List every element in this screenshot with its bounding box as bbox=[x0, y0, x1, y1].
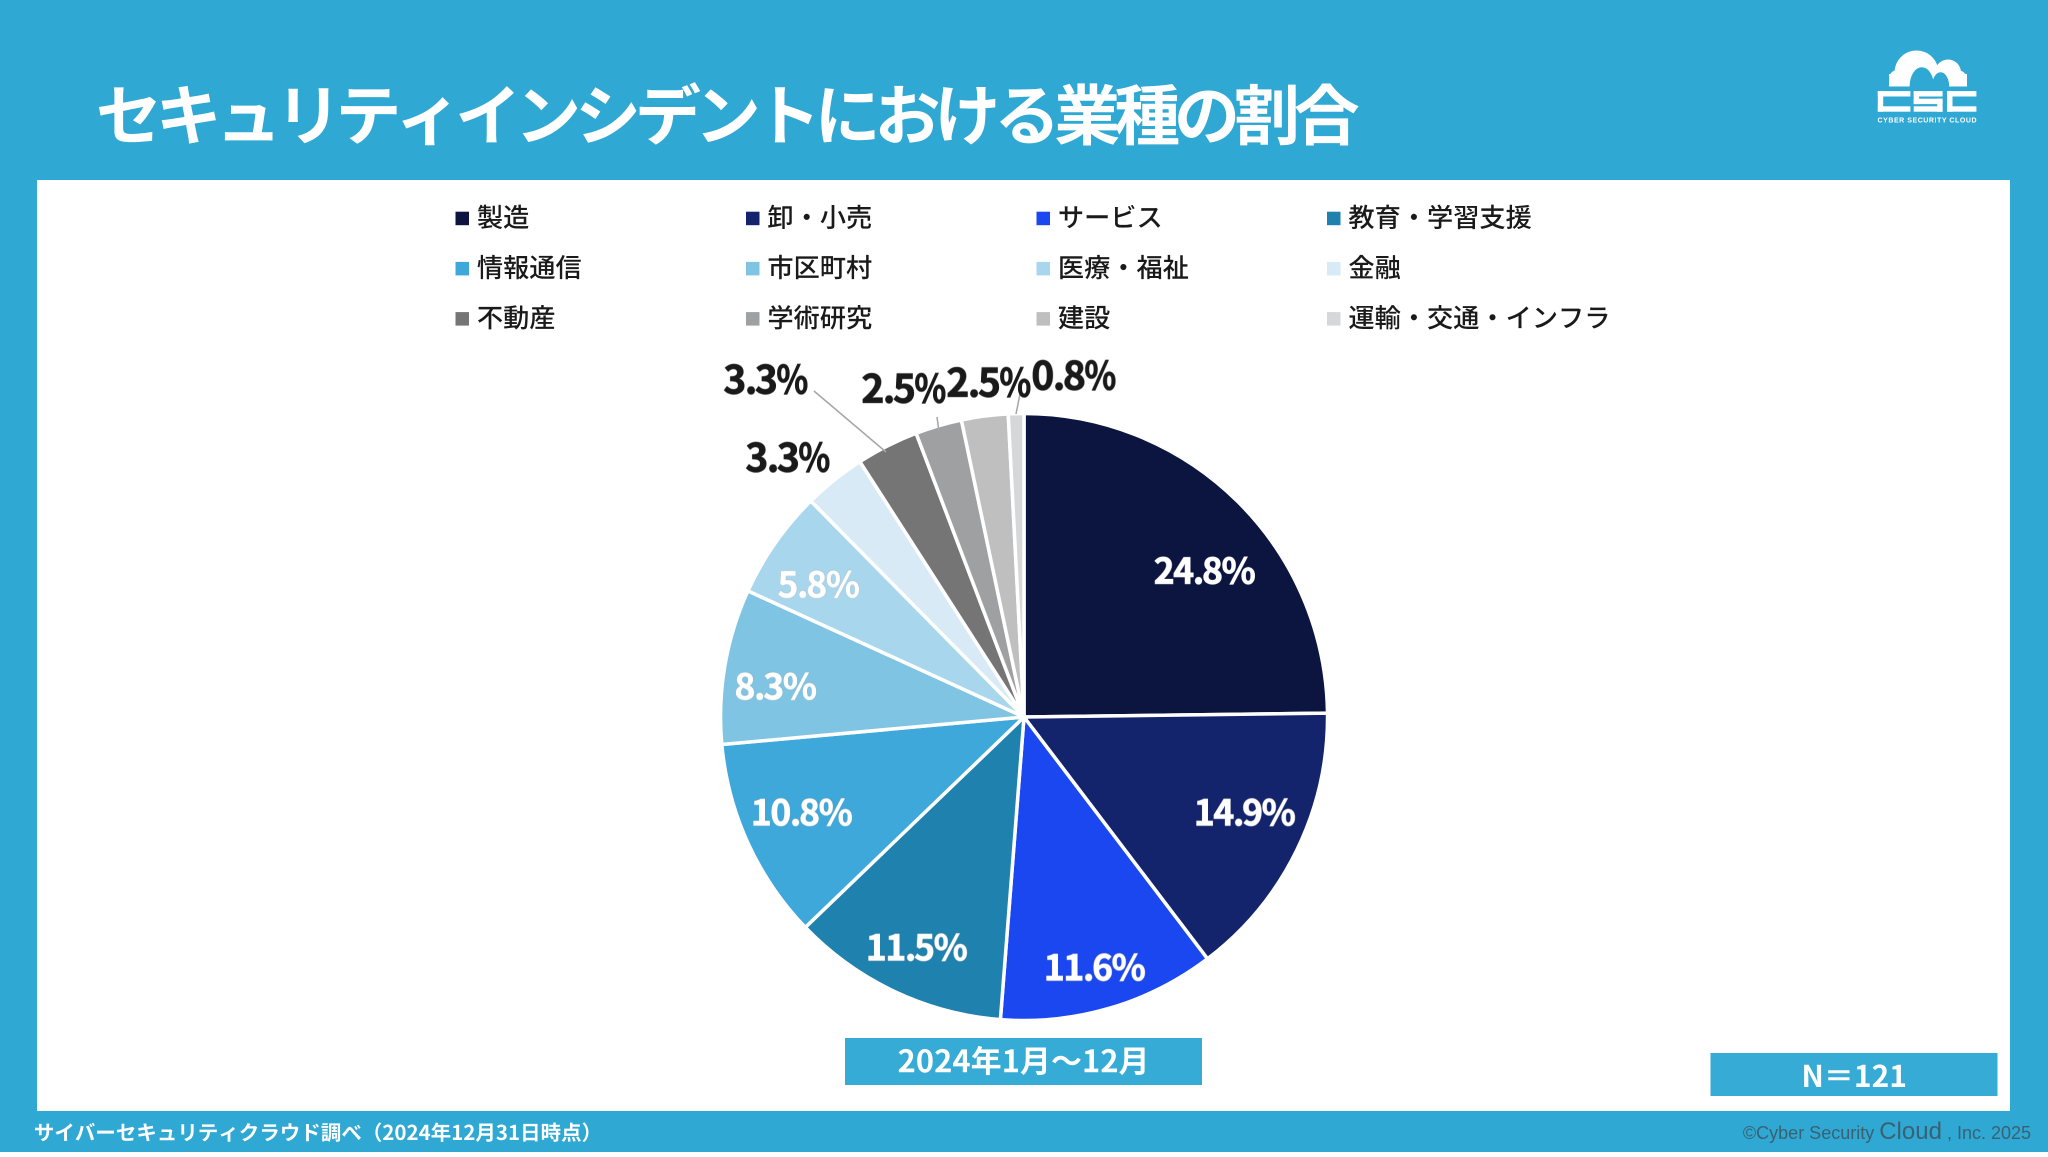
svg-text:©Cyber Security Cloud , Inc. 2: ©Cyber Security Cloud , Inc. 2025 bbox=[1743, 1118, 2031, 1145]
svg-text:CYBER SECURITY CLOUD: CYBER SECURITY CLOUD bbox=[1878, 118, 1978, 125]
